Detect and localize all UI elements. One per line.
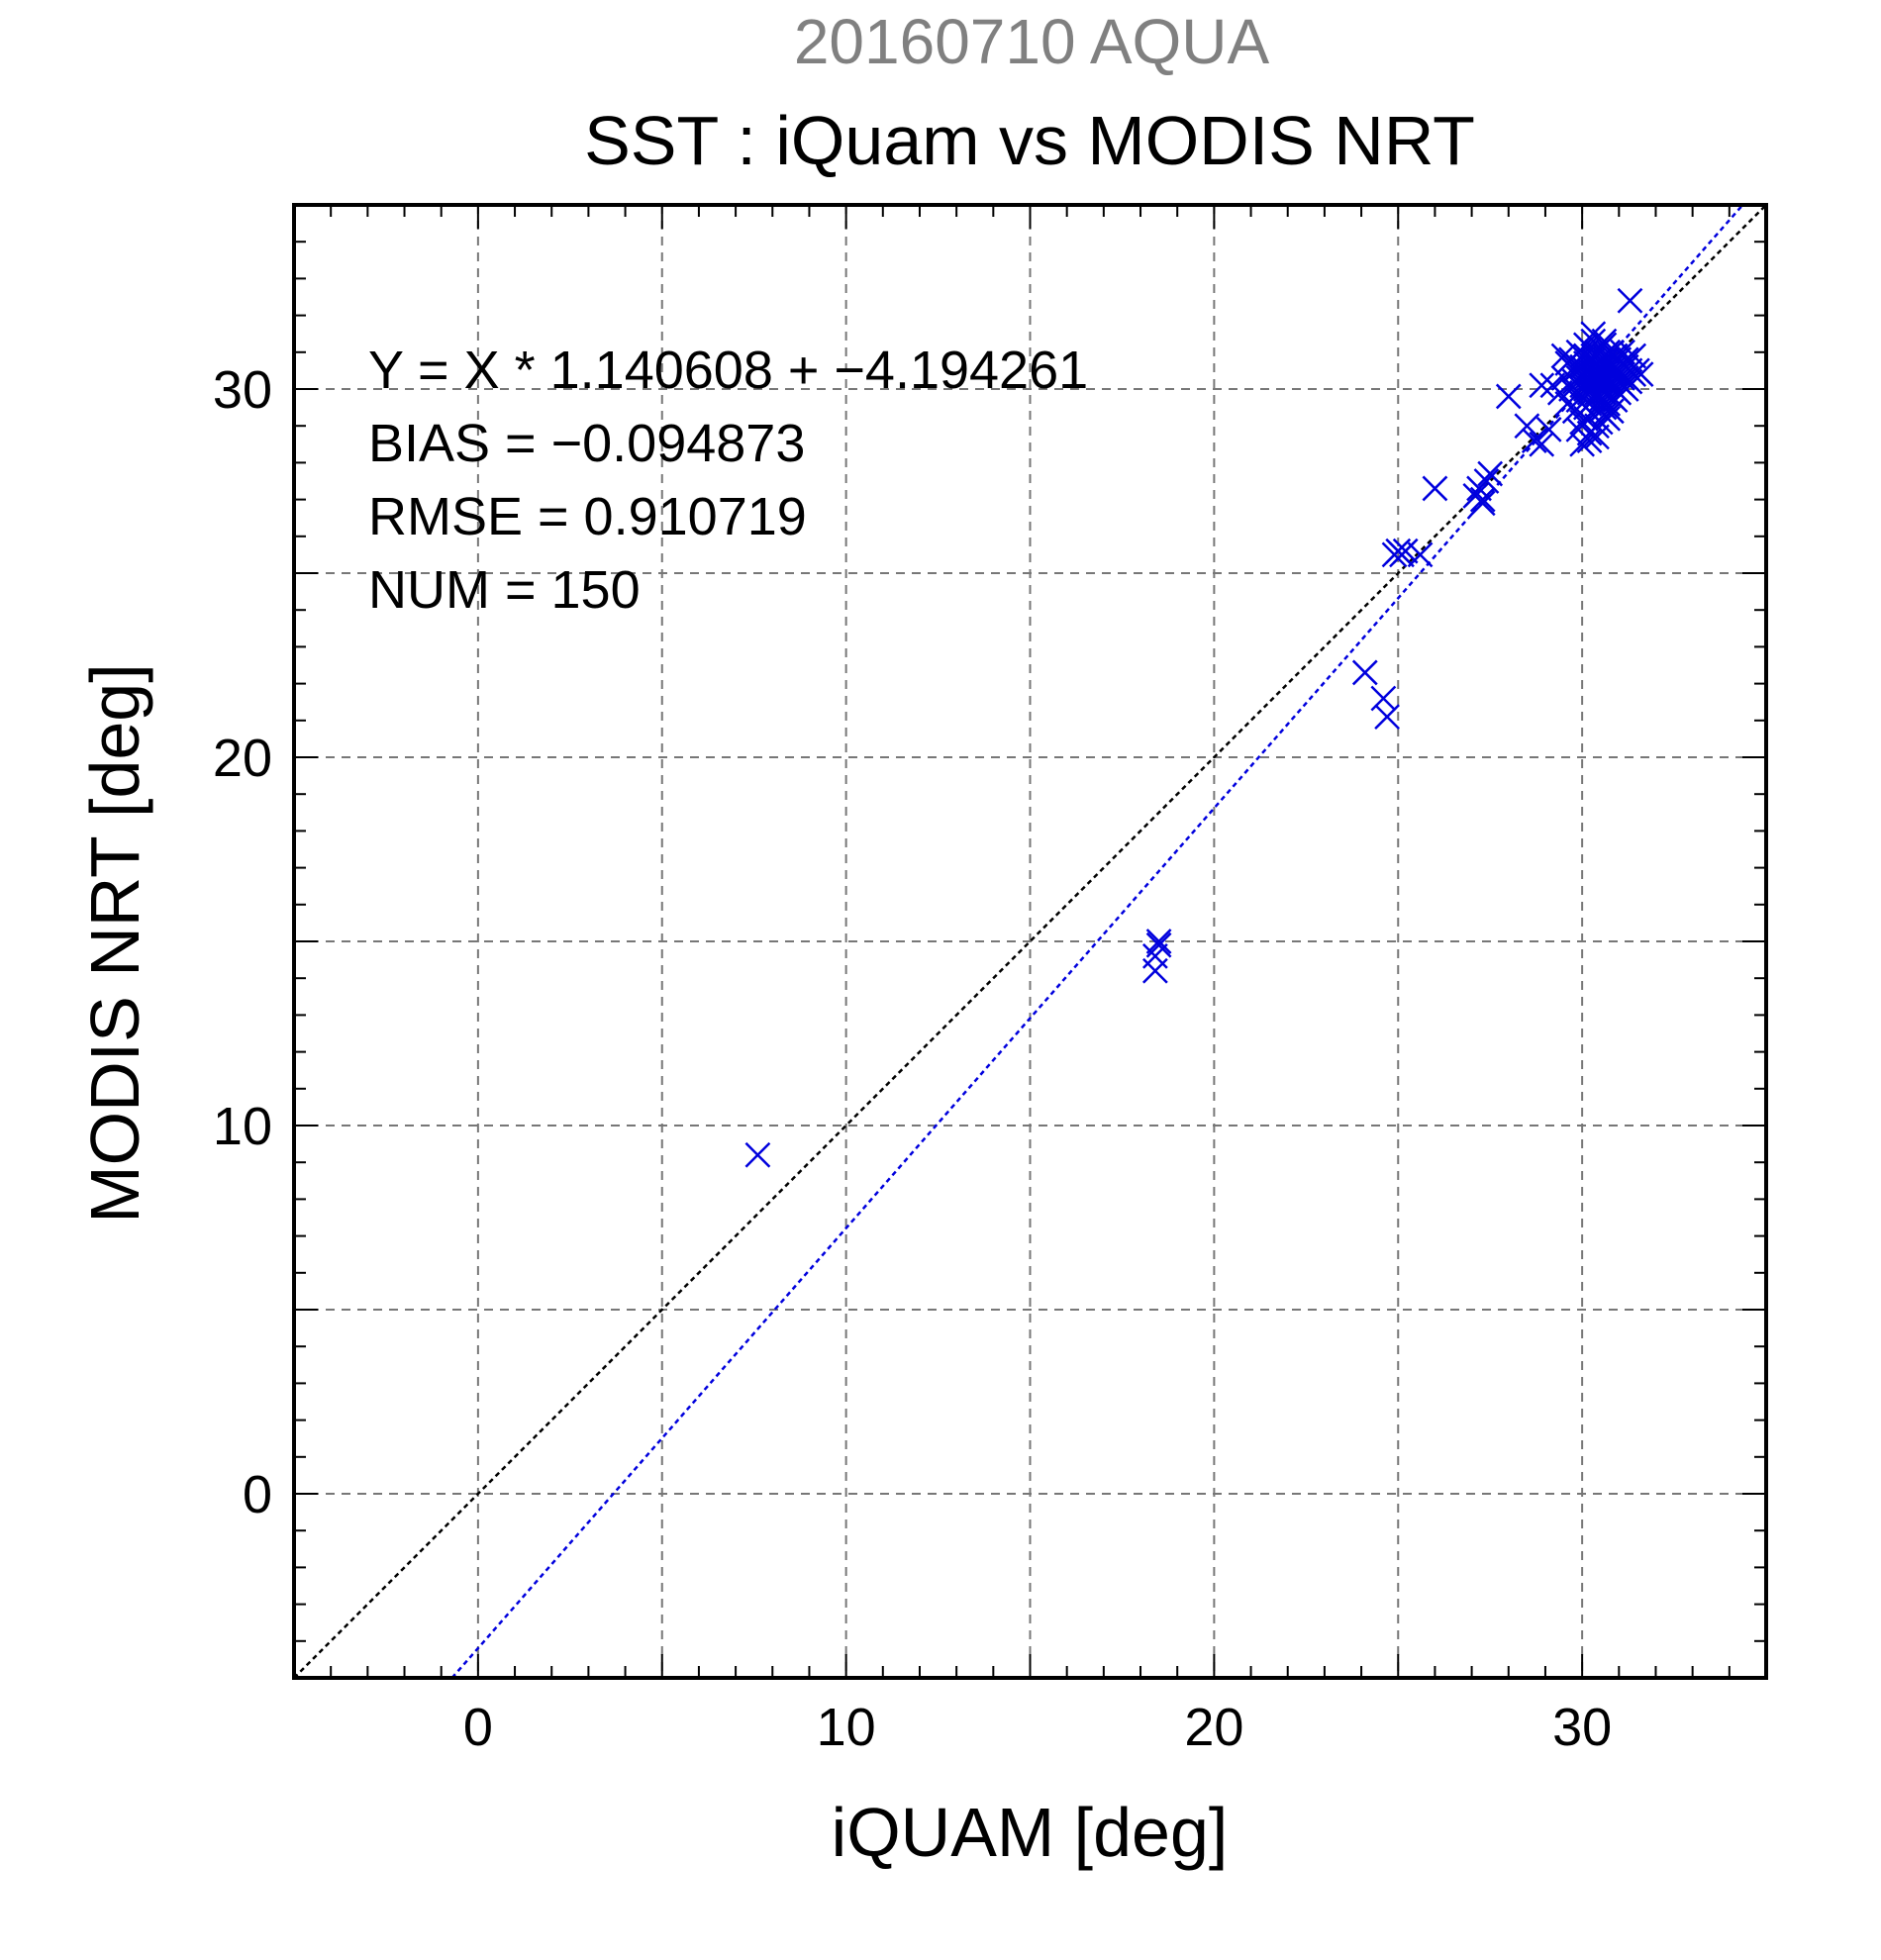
data-point — [1469, 490, 1496, 517]
data-point-stroke — [1473, 468, 1500, 494]
data-point-stroke — [1565, 417, 1592, 442]
data-point — [1584, 424, 1610, 450]
x-tick-label: 10 — [817, 1698, 876, 1757]
y-tick-label: 20 — [213, 729, 272, 788]
data-point-stroke — [1529, 431, 1555, 457]
x-axis-label: iQUAM [deg] — [832, 1794, 1229, 1871]
y-tick-label: 0 — [243, 1465, 272, 1524]
x-tick-label: 0 — [463, 1698, 493, 1757]
data-point-stroke — [1617, 368, 1643, 395]
y-tick-label: 10 — [213, 1097, 272, 1156]
data-point-stroke — [1580, 321, 1607, 347]
data-point-stroke — [744, 1141, 771, 1168]
data-point — [1473, 468, 1500, 494]
regression-equation: Y = X * 1.140608 + −4.194261 — [368, 341, 1088, 400]
data-point — [1628, 361, 1654, 388]
data-point-stroke — [1535, 417, 1562, 442]
data-point-stroke — [1598, 353, 1625, 380]
data-point-stroke — [1469, 490, 1496, 517]
data-point — [1374, 704, 1400, 730]
data-point-stroke — [1587, 409, 1614, 436]
data-point — [1535, 417, 1562, 442]
data-point — [1595, 405, 1622, 432]
y-axis-label: MODIS NRT [deg] — [76, 663, 153, 1223]
tick-labels: 0 10 20 30 0 10 20 30 — [213, 360, 1612, 1757]
data-point-stroke — [1392, 538, 1419, 564]
data-point — [1351, 659, 1378, 686]
data-point — [1550, 343, 1577, 369]
data-point-stroke — [1554, 350, 1581, 376]
chart-supertitle: 20160710 AQUA — [794, 6, 1270, 77]
data-point-stroke — [1572, 343, 1599, 369]
data-point — [1591, 328, 1618, 354]
data-point — [1521, 428, 1547, 453]
reference-lines — [293, 204, 1767, 1679]
data-point-stroke — [1422, 475, 1448, 502]
data-point — [1477, 460, 1504, 487]
data-point-stroke — [1617, 287, 1643, 314]
data-point-stroke — [1495, 383, 1522, 410]
data-point — [1514, 413, 1540, 440]
bias-value: BIAS = −0.094873 — [368, 414, 805, 473]
data-points — [744, 287, 1654, 1168]
data-point — [1587, 409, 1614, 436]
data-point — [1370, 685, 1397, 712]
data-point — [1392, 538, 1419, 564]
x-tick-label: 20 — [1184, 1698, 1243, 1757]
plot-frame — [292, 203, 1768, 1680]
data-point — [1569, 431, 1596, 457]
data-point-stroke — [1407, 541, 1434, 568]
stats-annotation: Y = X * 1.140608 + −4.194261 BIAS = −0.0… — [368, 341, 1088, 620]
data-point-stroke — [1514, 413, 1540, 440]
y-tick-label: 30 — [213, 360, 272, 420]
regression-line — [450, 204, 1744, 1679]
data-point — [1621, 343, 1647, 369]
data-point — [1572, 343, 1599, 369]
data-point — [744, 1141, 771, 1168]
data-point — [1617, 287, 1643, 314]
data-point-stroke — [1569, 431, 1596, 457]
data-point — [1407, 541, 1434, 568]
data-point — [1617, 368, 1643, 395]
data-point-stroke — [1351, 659, 1378, 686]
data-point-stroke — [1591, 328, 1618, 354]
data-point-stroke — [1595, 405, 1622, 432]
data-point-stroke — [1374, 704, 1400, 730]
x-tick-label: 30 — [1552, 1698, 1612, 1757]
data-point — [1145, 931, 1172, 958]
data-point-stroke — [1477, 460, 1504, 487]
data-point — [1598, 353, 1625, 380]
data-point — [1529, 431, 1555, 457]
data-point — [1554, 350, 1581, 376]
data-point-stroke — [1550, 343, 1577, 369]
rmse-value: RMSE = 0.910719 — [368, 487, 807, 546]
data-point-stroke — [1584, 424, 1610, 450]
data-point — [1565, 417, 1592, 442]
data-point-stroke — [1628, 361, 1654, 388]
data-point-stroke — [1529, 372, 1555, 399]
data-point-stroke — [1621, 343, 1647, 369]
num-value: NUM = 150 — [368, 560, 641, 620]
grid-lines — [294, 205, 1766, 1678]
data-point-stroke — [1145, 931, 1172, 958]
data-point-stroke — [1145, 929, 1172, 954]
data-point — [1422, 475, 1448, 502]
data-point — [1145, 929, 1172, 954]
data-point-stroke — [1610, 339, 1635, 365]
data-point-stroke — [1521, 428, 1547, 453]
data-point — [1495, 383, 1522, 410]
data-point — [1142, 957, 1168, 984]
data-point — [1580, 321, 1607, 347]
data-point-stroke — [1469, 486, 1496, 513]
data-point — [1529, 372, 1555, 399]
chart-title: SST : iQuam vs MODIS NRT — [584, 102, 1475, 179]
